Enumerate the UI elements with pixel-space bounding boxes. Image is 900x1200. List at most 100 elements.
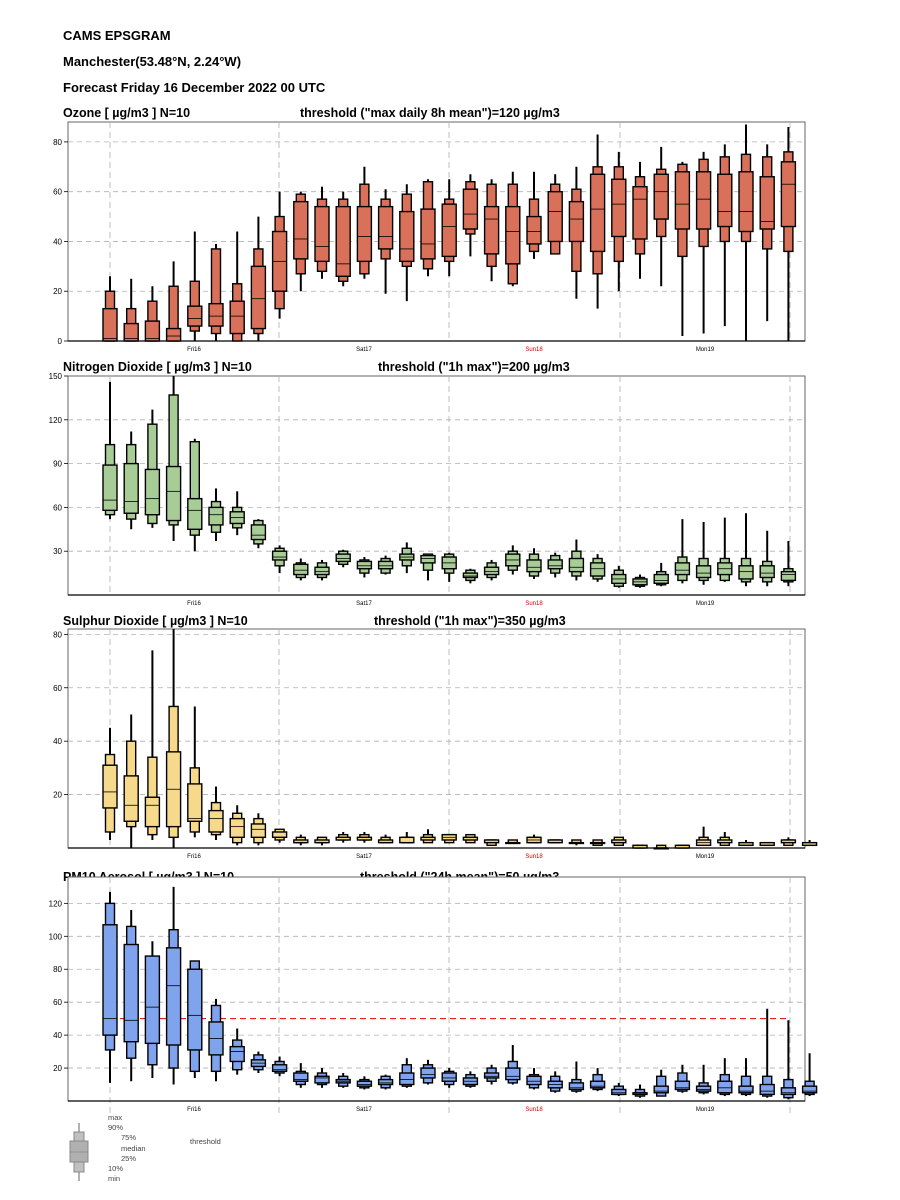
box-inner xyxy=(165,327,182,342)
day-label: Mon19 xyxy=(696,601,715,607)
box-inner xyxy=(589,173,606,253)
box-inner xyxy=(801,841,818,847)
day-label: Fri16 xyxy=(187,1107,201,1113)
box-inner xyxy=(568,1082,585,1091)
box-inner xyxy=(187,968,203,1051)
box-mark xyxy=(462,1071,479,1088)
box-inner xyxy=(547,190,563,243)
box-mark xyxy=(695,151,712,334)
box-mark xyxy=(780,1020,797,1100)
box-mark xyxy=(547,174,563,255)
box-inner xyxy=(738,1085,754,1094)
box-mark xyxy=(293,558,309,581)
box-inner xyxy=(589,1080,606,1089)
box-mark xyxy=(526,1068,542,1090)
box-inner xyxy=(717,839,733,844)
box-outer xyxy=(740,1075,752,1096)
box-mark xyxy=(653,146,669,287)
box-inner xyxy=(123,943,139,1043)
box-inner xyxy=(441,203,457,258)
legend-label: max xyxy=(108,1113,122,1122)
box-mark xyxy=(165,261,182,342)
box-mark xyxy=(102,381,118,520)
box-mark xyxy=(759,841,775,847)
box-inner xyxy=(653,1085,669,1094)
box-inner xyxy=(695,565,712,579)
box-mark xyxy=(187,438,203,552)
box-inner xyxy=(250,823,267,839)
box-inner xyxy=(759,176,775,230)
box-mark xyxy=(505,545,521,575)
box-mark xyxy=(738,1058,754,1097)
box-inner xyxy=(144,320,161,342)
box-inner xyxy=(695,1085,712,1092)
box-mark xyxy=(589,134,606,309)
box-inner xyxy=(738,171,754,233)
box-inner xyxy=(356,560,373,570)
box-inner xyxy=(674,1080,691,1091)
box-mark xyxy=(717,831,733,847)
y-tick-label: 90 xyxy=(53,460,62,469)
box-inner xyxy=(568,200,585,243)
box-mark xyxy=(335,549,351,568)
box-inner xyxy=(377,205,394,250)
box-inner xyxy=(293,1072,309,1082)
box-mark xyxy=(611,1082,627,1097)
box-inner xyxy=(611,839,627,844)
box-inner xyxy=(165,465,182,522)
box-mark xyxy=(505,1045,521,1085)
legend-label: min xyxy=(108,1174,120,1183)
box-mark xyxy=(420,829,436,844)
box-inner xyxy=(293,839,309,844)
box-mark xyxy=(271,1056,288,1077)
box-mark xyxy=(229,231,245,342)
box-inner xyxy=(102,307,118,342)
box-mark xyxy=(314,836,330,846)
box-inner xyxy=(420,836,436,841)
box-mark xyxy=(632,574,648,588)
box-mark xyxy=(399,1058,415,1088)
box-inner xyxy=(483,839,500,844)
y-tick-label: 80 xyxy=(53,138,62,147)
box-inner xyxy=(780,839,797,844)
legend-label: 90% xyxy=(108,1123,123,1132)
box-mark xyxy=(483,559,500,581)
box-mark xyxy=(144,286,161,342)
day-label: Sat17 xyxy=(356,854,372,860)
box-mark xyxy=(335,191,351,287)
box-inner xyxy=(547,559,563,570)
box-inner xyxy=(271,1064,288,1073)
box-inner xyxy=(505,205,521,265)
box-mark xyxy=(250,813,267,846)
box-mark xyxy=(483,839,500,847)
box-inner xyxy=(717,173,733,228)
box-mark xyxy=(356,557,373,578)
box-inner xyxy=(717,1080,733,1094)
panel-title: Sulphur Dioxide [ µg/m3 ] N=10 xyxy=(63,614,248,628)
legend-threshold-label: threshold xyxy=(190,1137,221,1146)
y-tick-label: 40 xyxy=(53,737,62,746)
y-tick-label: 120 xyxy=(49,899,63,908)
box-inner xyxy=(229,817,245,839)
box-inner xyxy=(293,563,309,576)
box-mark xyxy=(568,839,585,846)
box-inner xyxy=(356,1080,373,1087)
box-mark xyxy=(738,124,754,341)
box-mark xyxy=(632,1084,648,1098)
box-inner xyxy=(102,464,118,512)
box-mark xyxy=(632,844,648,849)
box-mark xyxy=(717,1058,733,1097)
box-inner xyxy=(399,1072,415,1086)
box-mark xyxy=(759,1008,775,1098)
box-inner xyxy=(187,305,203,327)
legend-label: median xyxy=(121,1144,146,1153)
box-inner xyxy=(674,562,691,576)
y-tick-label: 150 xyxy=(49,372,63,381)
box-inner xyxy=(399,210,415,263)
box-mark xyxy=(314,186,330,279)
box-inner xyxy=(314,566,330,576)
box-inner xyxy=(229,300,245,335)
box-mark xyxy=(589,839,606,847)
box-inner xyxy=(102,764,118,809)
box-mark xyxy=(568,539,585,581)
